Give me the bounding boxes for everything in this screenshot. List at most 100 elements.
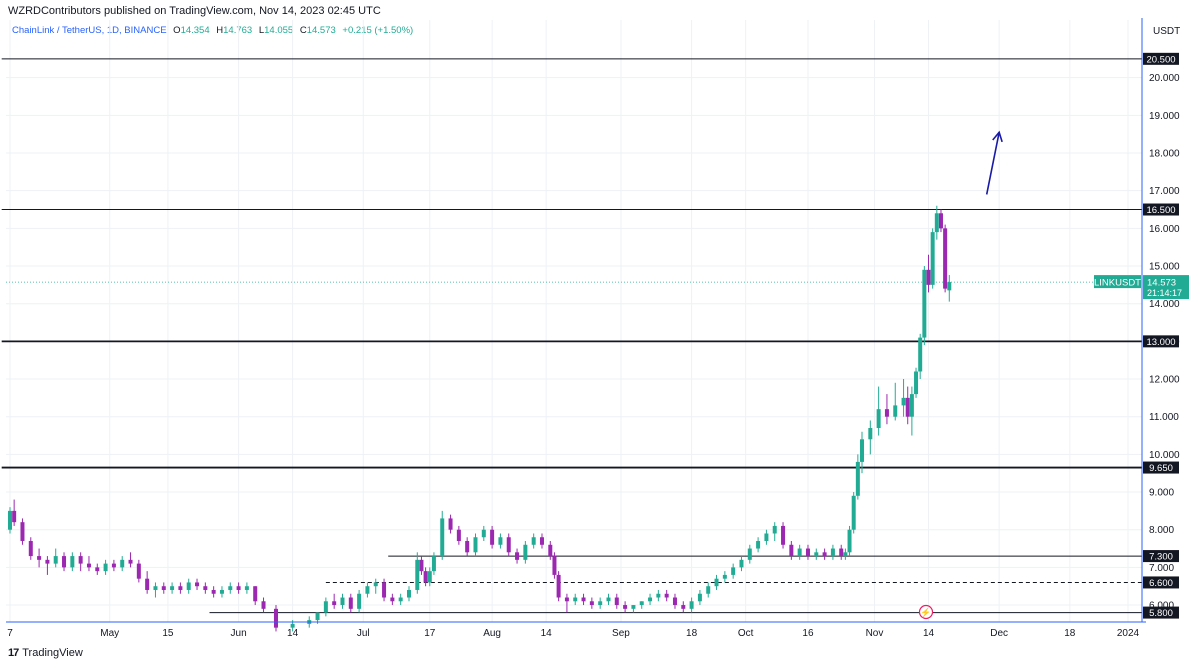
x-tick-label: 18 — [686, 628, 698, 639]
candle-body — [28, 541, 33, 557]
candle-body — [772, 525, 777, 534]
candle-body — [20, 522, 25, 542]
low-label: L — [258, 25, 265, 36]
candle — [203, 582, 208, 594]
candle-body — [12, 510, 17, 523]
candle-body — [623, 605, 628, 609]
candle-body — [398, 597, 403, 602]
candle-body — [290, 623, 295, 628]
ticker-tag-label: LINKUSDT — [1094, 278, 1141, 289]
candle-body — [95, 567, 100, 572]
candle — [564, 593, 569, 613]
candle — [822, 548, 827, 560]
candle — [901, 379, 906, 417]
arrow-shaft — [985, 132, 1000, 195]
lightning-icon — [918, 604, 934, 620]
y-tick-label: 19.000 — [1149, 111, 1180, 122]
candle — [930, 228, 935, 289]
candle-body — [481, 529, 486, 538]
level-tag-label: 6.600 — [1149, 578, 1173, 589]
candle-body — [431, 556, 436, 572]
y-tick-label: 9.000 — [1149, 488, 1174, 499]
candle — [373, 578, 378, 594]
candle — [161, 582, 166, 594]
candle — [789, 541, 794, 560]
candle-body — [930, 232, 935, 285]
lightning-icon-glyph: ⚡ — [920, 607, 931, 619]
candle — [706, 582, 711, 598]
candle — [111, 559, 116, 572]
candle — [623, 601, 628, 613]
candle-body — [739, 559, 744, 568]
candle — [868, 420, 873, 455]
level-tag-label: 5.800 — [1149, 608, 1173, 619]
candle — [62, 552, 67, 572]
candle — [909, 386, 914, 436]
price-chart[interactable]: 6.000 7.000 8.000 9.000 10.000 11.000 12.000 13… — [0, 0, 1199, 640]
y-tick-label: 6.000 — [1149, 601, 1174, 612]
candle — [236, 582, 241, 594]
candle — [12, 499, 17, 526]
candle — [664, 589, 669, 602]
candle-body — [564, 597, 569, 602]
candle — [581, 593, 586, 606]
y-tick-label: 12.000 — [1149, 375, 1180, 386]
candle — [843, 548, 848, 560]
candle-body — [847, 529, 852, 553]
candle — [631, 605, 636, 613]
candle-body — [839, 548, 844, 557]
symbol-name[interactable]: ChainLink / TetherUS, 1D, BINANCE — [12, 25, 167, 36]
x-tick-label: 2024 — [1117, 628, 1140, 639]
candle-body — [614, 597, 619, 606]
candle-body — [62, 556, 67, 568]
candle — [539, 533, 544, 549]
x-tick-label: 15 — [162, 628, 174, 639]
candle-body — [515, 552, 520, 560]
candle — [747, 544, 752, 564]
candle — [515, 548, 520, 564]
candle-body — [876, 409, 881, 428]
grid — [6, 20, 1142, 622]
candle-body — [805, 548, 810, 557]
candle-body — [943, 228, 948, 289]
candle — [656, 589, 661, 602]
candle — [253, 586, 258, 606]
candle — [53, 548, 58, 568]
candle — [228, 582, 233, 594]
y-tick-label: 16.000 — [1149, 224, 1180, 235]
candle — [947, 274, 952, 302]
candle — [186, 578, 191, 594]
candle — [876, 386, 881, 436]
candle — [153, 582, 158, 598]
high-label: H — [216, 25, 224, 36]
candle-body — [756, 541, 761, 549]
candle-body — [552, 556, 557, 575]
candle — [490, 525, 495, 549]
y-tick-label: 7.000 — [1149, 563, 1174, 574]
candle-body — [893, 405, 898, 417]
candle-body — [170, 586, 175, 590]
candle-body — [573, 597, 578, 602]
candle — [756, 537, 761, 553]
price-tag — [1143, 275, 1189, 300]
candle — [805, 544, 810, 560]
candle-body — [851, 495, 856, 530]
level-tag — [1143, 550, 1179, 563]
brand-name[interactable]: TradingView — [22, 647, 83, 659]
x-tick-label: Jul — [357, 628, 370, 639]
level-tag — [1143, 52, 1179, 65]
candle-body — [901, 397, 906, 406]
candle-body — [244, 586, 249, 590]
candle-body — [323, 601, 328, 613]
candle-body — [145, 578, 150, 590]
candle-body — [814, 552, 819, 557]
candle-body — [186, 582, 191, 590]
candle-body — [203, 586, 208, 590]
currency-unit[interactable]: USDT — [1153, 26, 1181, 37]
candle-body — [722, 574, 727, 579]
candle-body — [153, 586, 158, 590]
low-value: 14.055 — [264, 25, 294, 36]
candle-body — [523, 544, 528, 560]
candle — [797, 544, 802, 560]
candle — [772, 522, 777, 542]
